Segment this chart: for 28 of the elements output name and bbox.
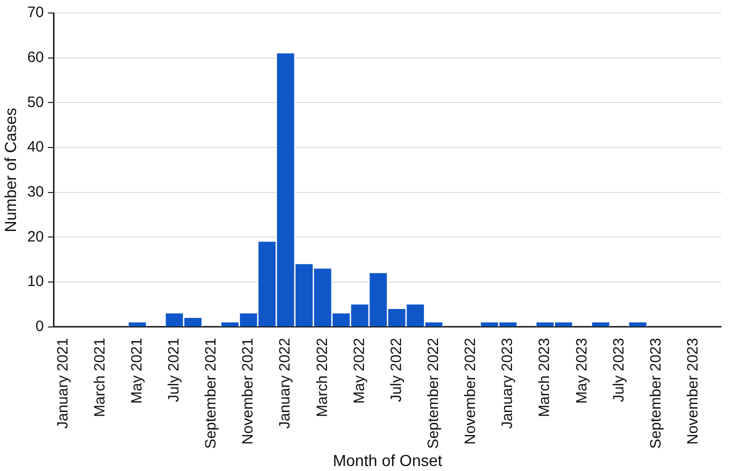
x-tick-label: March 2021 bbox=[91, 338, 108, 418]
x-tick-label: May 2022 bbox=[350, 338, 368, 404]
x-tick-label: September 2021 bbox=[202, 338, 220, 449]
x-tick-label: November 2022 bbox=[462, 338, 480, 445]
y-tick-label: 70 bbox=[27, 4, 44, 22]
y-tick-label: 0 bbox=[36, 318, 44, 336]
y-tick-label: 10 bbox=[27, 273, 44, 290]
x-tick-label: May 2023 bbox=[573, 338, 590, 404]
x-tick-label: May 2021 bbox=[128, 338, 146, 404]
y-tick-label: 30 bbox=[27, 184, 44, 201]
y-axis-title: Number of Cases bbox=[3, 108, 20, 232]
x-tick-label: July 2021 bbox=[166, 338, 183, 402]
y-tick-label: 20 bbox=[27, 228, 44, 246]
x-tick-label: September 2022 bbox=[425, 338, 442, 449]
y-tick-label: 50 bbox=[27, 94, 44, 111]
x-tick-label: September 2023 bbox=[647, 338, 664, 449]
x-tick-label: July 2022 bbox=[388, 338, 405, 402]
x-axis-title: Month of Onset bbox=[332, 452, 443, 470]
x-tick-label: November 2021 bbox=[240, 338, 257, 445]
x-tick-label: March 2023 bbox=[536, 338, 554, 418]
x-tick-label: January 2022 bbox=[276, 338, 294, 429]
y-tick-label: 40 bbox=[27, 138, 44, 156]
y-tick-label: 60 bbox=[27, 48, 44, 66]
x-tick-label: November 2023 bbox=[684, 338, 702, 445]
x-tick-label: March 2022 bbox=[314, 338, 331, 418]
x-tick-label: January 2021 bbox=[54, 338, 72, 429]
x-tick-label: January 2023 bbox=[499, 338, 516, 429]
x-tick-label: July 2023 bbox=[610, 338, 628, 402]
